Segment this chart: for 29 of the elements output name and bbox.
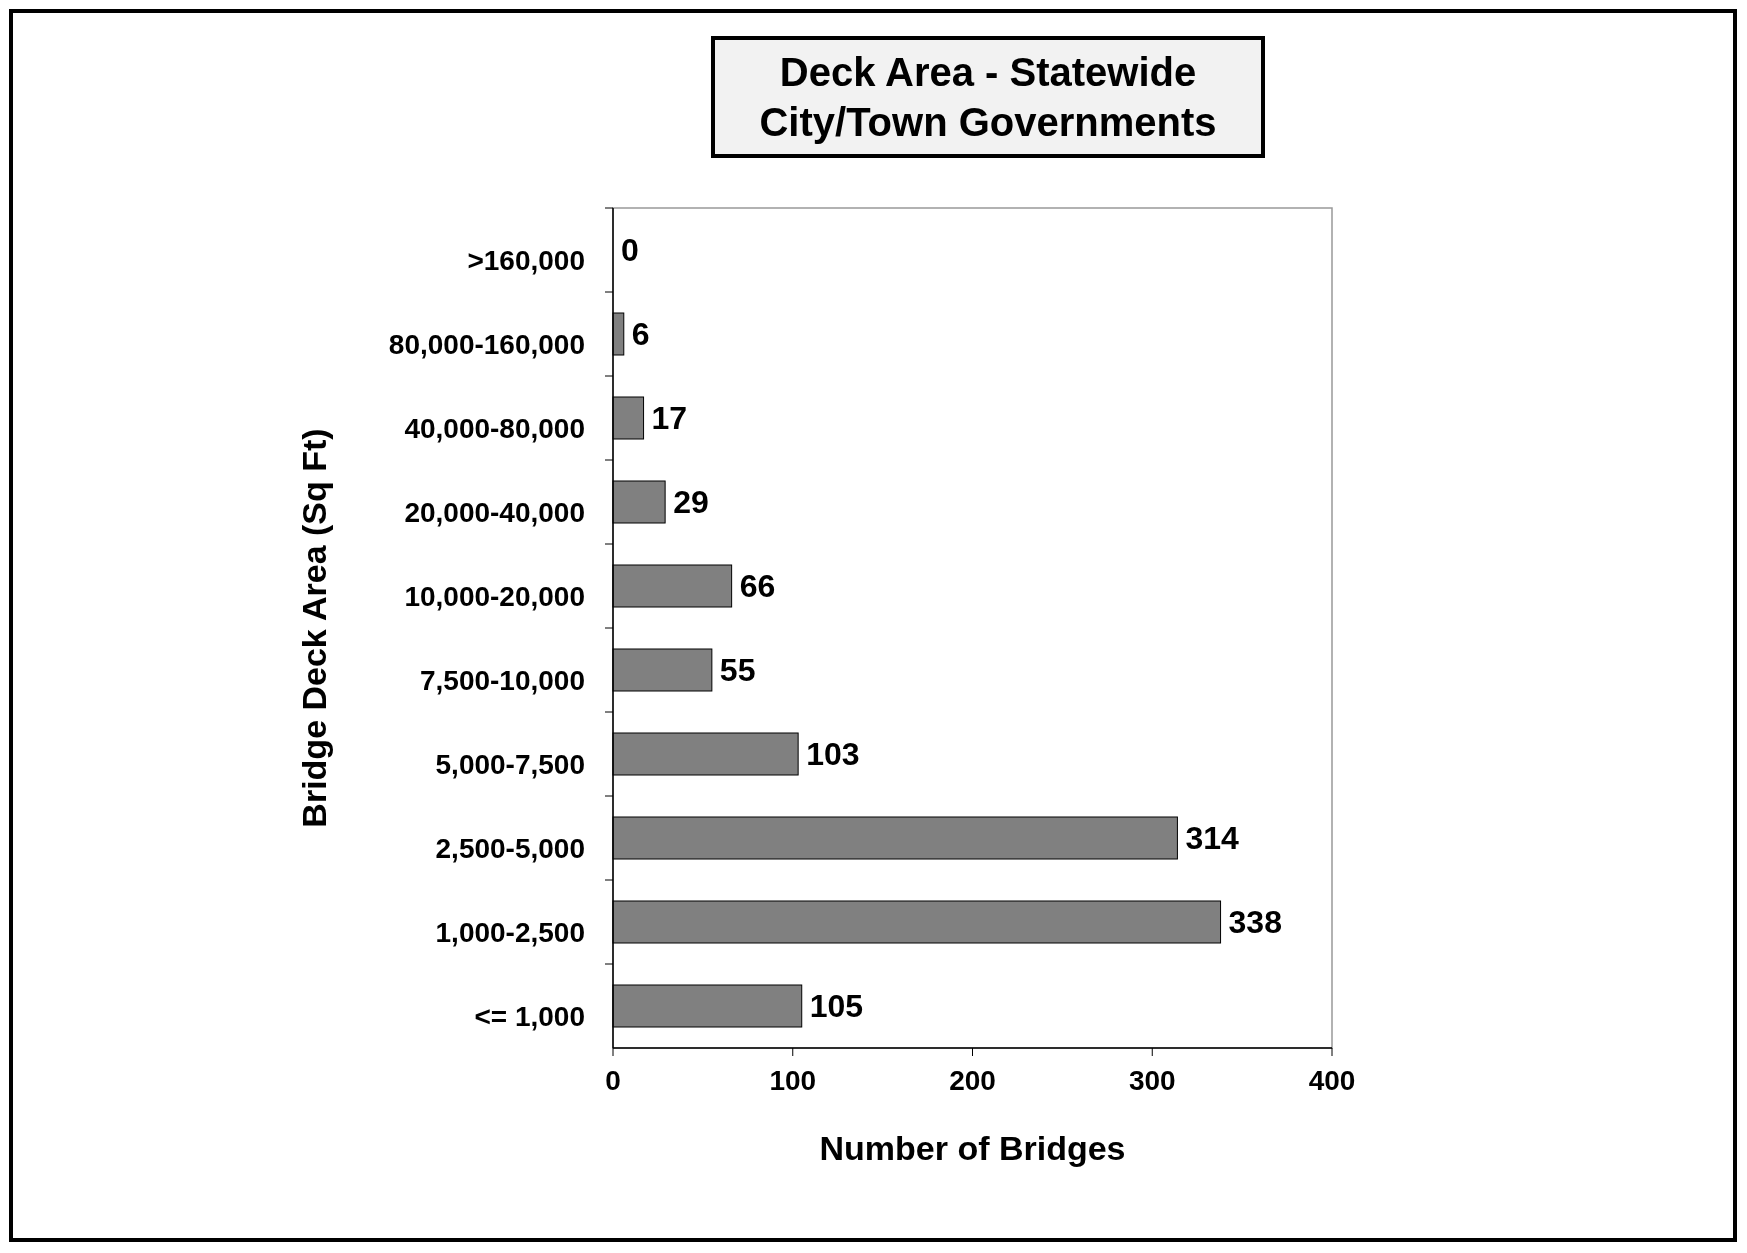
x-tick-label: 300 bbox=[1128, 1065, 1176, 1096]
data-label: 17 bbox=[651, 400, 688, 437]
y-tick-label: 2,500-5,000 bbox=[435, 832, 585, 864]
y-tick-label: 7,500-10,000 bbox=[419, 664, 585, 696]
data-label: 314 bbox=[1185, 820, 1240, 857]
y-tick-label: 80,000-160,000 bbox=[388, 328, 585, 360]
x-axis-title: Number of Bridges bbox=[819, 1129, 1126, 1167]
data-label: 338 bbox=[1228, 904, 1282, 941]
data-label: 6 bbox=[631, 316, 650, 353]
y-axis-title: Bridge Deck Area (Sq Ft) bbox=[295, 428, 333, 828]
y-tick-label: 20,000-40,000 bbox=[404, 496, 585, 528]
data-label: 66 bbox=[739, 568, 776, 605]
data-label: 55 bbox=[719, 652, 756, 689]
y-tick-label: 40,000-80,000 bbox=[404, 412, 585, 444]
x-tick-label: 200 bbox=[949, 1065, 996, 1096]
x-tick-label: 0 bbox=[605, 1065, 621, 1096]
x-tick-label: 100 bbox=[769, 1065, 817, 1096]
y-tick-label: 5,000-7,500 bbox=[435, 748, 585, 780]
data-label: 29 bbox=[673, 484, 709, 521]
chart-subtitle: City/Town Governments bbox=[759, 100, 1217, 144]
chart-title: Deck Area - Statewide bbox=[779, 50, 1197, 94]
y-tick-label: >160,000 bbox=[467, 244, 585, 276]
data-label: 105 bbox=[809, 988, 864, 1025]
data-label: 103 bbox=[806, 736, 860, 773]
x-tick-label: 400 bbox=[1308, 1065, 1356, 1096]
y-tick-label: <= 1,000 bbox=[474, 1000, 585, 1032]
y-tick-label: 10,000-20,000 bbox=[404, 580, 585, 612]
y-tick-label: 1,000-2,500 bbox=[435, 916, 585, 948]
data-label: 0 bbox=[621, 232, 639, 269]
